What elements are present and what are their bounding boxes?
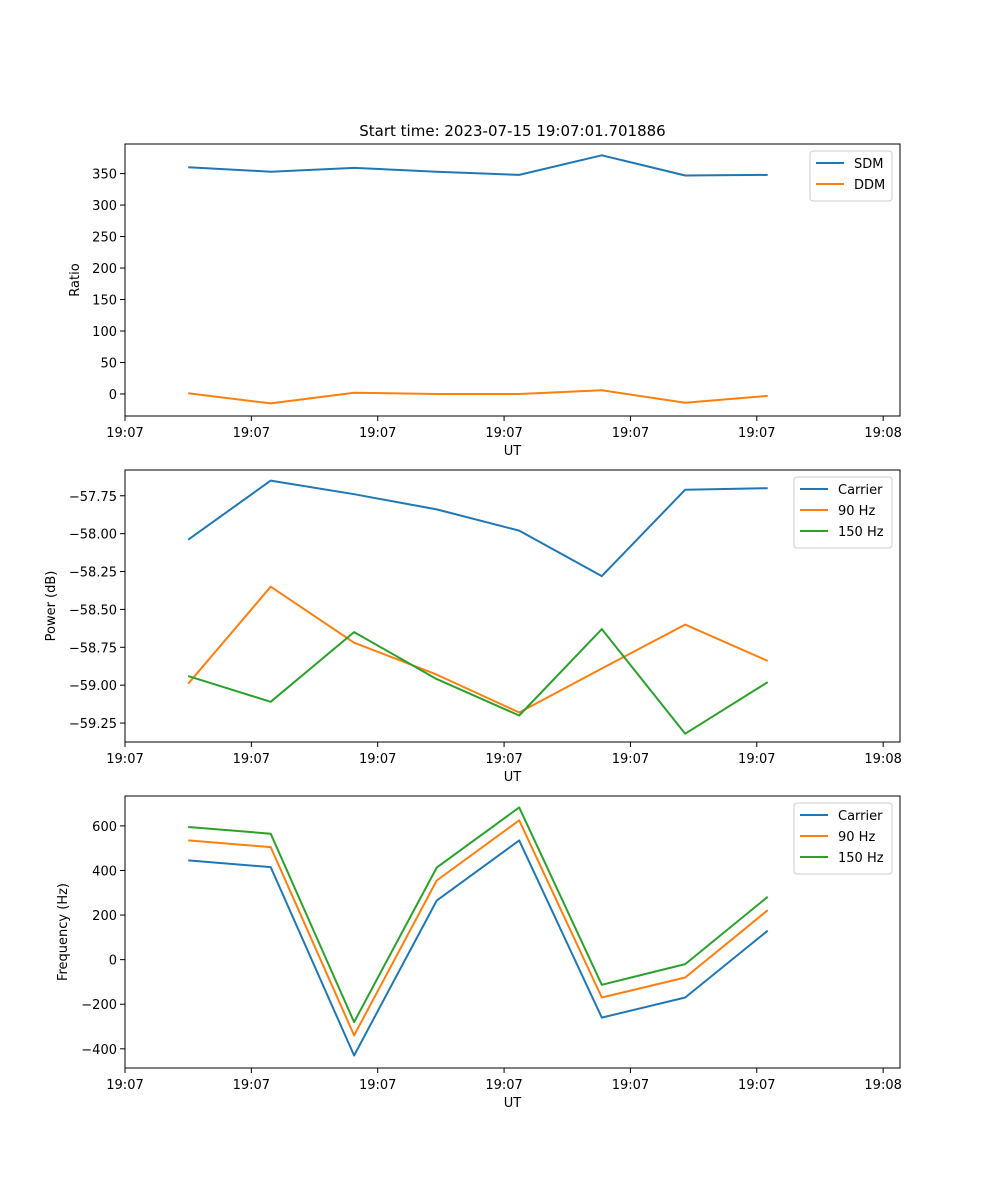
plot-frame: [124, 795, 901, 1069]
y-tick-label: −400: [81, 1043, 117, 1058]
x-tick-label: 19:07: [106, 426, 143, 441]
legend-label: 150 Hz: [838, 851, 884, 866]
y-tick-label: 350: [92, 168, 117, 183]
y-tick-label: 250: [92, 231, 117, 246]
x-tick-label: 19:07: [485, 426, 522, 441]
y-tick-label: 100: [92, 325, 117, 340]
ratio-chart: Start time: 2023-07-15 19:07:01.701886 19…: [68, 122, 902, 459]
x-tick-label: 19:07: [106, 1078, 143, 1093]
x-tick-label: 19:07: [359, 426, 396, 441]
y-tick-label: −59.00: [69, 679, 117, 694]
legend-label: 90 Hz: [838, 504, 875, 519]
series-line-150-hz: [187, 628, 769, 735]
series-line-sdm: [188, 154, 768, 177]
x-tick-label: 19:08: [864, 1078, 901, 1093]
x-tick-label: 19:07: [233, 752, 270, 767]
x-tick-label: 19:07: [233, 1078, 270, 1093]
x-tick-label: 19:07: [233, 426, 270, 441]
legend: Carrier 90 Hz 150 Hz: [793, 476, 893, 549]
x-tick-label: 19:08: [864, 426, 901, 441]
y-tick-label: −58.75: [69, 641, 117, 656]
series-line-carrier: [188, 839, 769, 1057]
y-tick-label: 200: [92, 909, 117, 924]
x-axis-label: UT: [504, 770, 522, 785]
y-tick-label: 200: [92, 262, 117, 277]
frequency-chart: 19:07 19:07 19:07 19:07 19:07 19:07 19:08 UT −40…: [56, 795, 902, 1111]
legend-label: DDM: [854, 178, 885, 193]
power-chart: 19:07 19:07 19:07 19:07 19:07 19:07 19:08 UT −59…: [44, 469, 902, 785]
series-line-90-hz: [187, 585, 769, 714]
series-line-150-hz: [188, 806, 769, 1024]
x-tick-label: 19:07: [612, 426, 649, 441]
x-tick-label: 19:07: [106, 752, 143, 767]
y-tick-label: 300: [92, 199, 117, 214]
y-tick-label: −59.25: [69, 717, 117, 732]
series-line-ddm: [188, 389, 768, 405]
x-tick-label: 19:07: [738, 752, 775, 767]
series-line-carrier: [187, 479, 768, 578]
plot-frame: [124, 143, 901, 417]
legend: Carrier 90 Hz 150 Hz: [793, 802, 893, 875]
x-tick-label: 19:07: [359, 752, 396, 767]
y-tick-label: 150: [92, 294, 117, 309]
legend-label: 90 Hz: [838, 830, 875, 845]
x-tick-label: 19:07: [612, 1078, 649, 1093]
y-tick-label: −200: [81, 998, 117, 1013]
x-tick-label: 19:07: [485, 1078, 522, 1093]
y-tick-label: −58.00: [69, 528, 117, 543]
legend-label: 150 Hz: [838, 525, 884, 540]
x-axis-label: UT: [504, 444, 522, 459]
y-tick-label: 0: [109, 388, 117, 403]
x-tick-label: 19:07: [485, 752, 522, 767]
legend-label: Carrier: [838, 809, 883, 824]
x-axis-label: UT: [504, 1096, 522, 1111]
x-tick-label: 19:07: [738, 426, 775, 441]
x-tick-label: 19:07: [612, 752, 649, 767]
y-tick-label: 50: [100, 356, 117, 371]
y-axis-label: Power (dB): [44, 571, 59, 642]
y-tick-label: 400: [92, 864, 117, 879]
x-tick-label: 19:07: [359, 1078, 396, 1093]
legend: SDM DDM: [809, 150, 893, 202]
legend-label: Carrier: [838, 483, 883, 498]
y-tick-label: −57.75: [69, 490, 117, 505]
x-tick-label: 19:07: [738, 1078, 775, 1093]
chart-title: Start time: 2023-07-15 19:07:01.701886: [359, 122, 665, 140]
legend-label: SDM: [854, 157, 883, 172]
series-line-90-hz: [188, 819, 769, 1037]
y-tick-label: −58.25: [69, 566, 117, 581]
y-tick-label: −58.50: [69, 603, 117, 618]
y-tick-label: 0: [109, 954, 117, 969]
plot-frame: [124, 469, 901, 743]
y-tick-label: 600: [92, 820, 117, 835]
y-axis-label: Frequency (Hz): [56, 883, 71, 981]
x-tick-label: 19:08: [864, 752, 901, 767]
y-axis-label: Ratio: [68, 263, 83, 296]
